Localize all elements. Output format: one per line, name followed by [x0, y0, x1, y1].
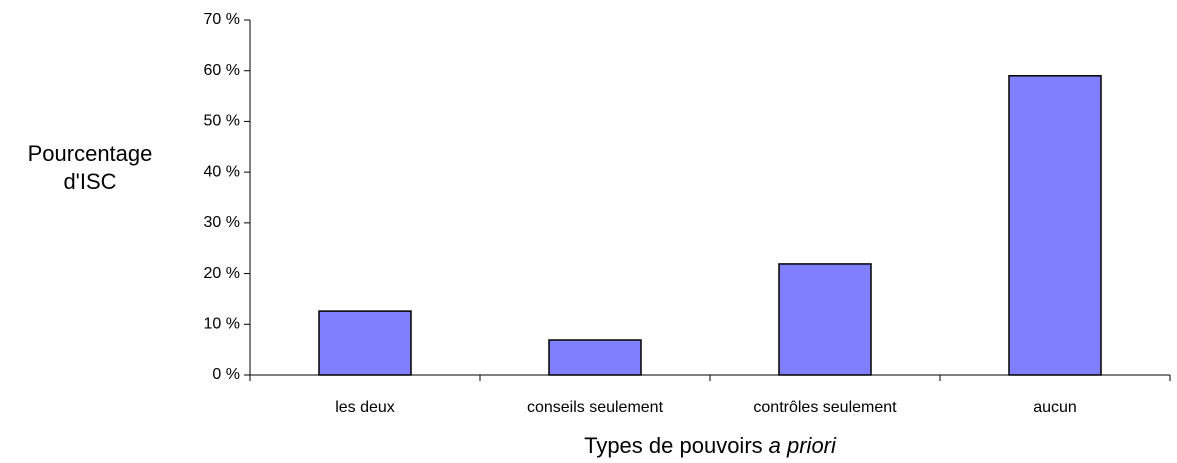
y-tick-label: 30 % — [204, 214, 240, 231]
bar — [548, 339, 642, 376]
x-axis-title-text: Types de pouvoirs — [584, 433, 763, 458]
bar — [318, 310, 412, 376]
y-tick-label: 60 % — [204, 62, 240, 79]
x-axis-title-italic: a priori — [769, 433, 837, 458]
y-axis-title: Pourcentage d'ISC — [27, 141, 153, 194]
bar — [1008, 75, 1102, 376]
x-tick-label: aucun — [1033, 399, 1077, 416]
x-tick-label: les deux — [335, 399, 395, 416]
y-tick-label: 70 % — [204, 11, 240, 28]
x-tick-label: conseils seulement — [527, 399, 664, 416]
bar — [778, 263, 872, 376]
y-tick-label: 40 % — [204, 163, 240, 180]
x-tick-label: contrôles seulement — [753, 399, 897, 416]
x-axis-title: Types de pouvoirs a priori — [584, 433, 837, 458]
y-tick-label: 0 % — [212, 366, 240, 383]
y-tick-label: 50 % — [204, 113, 240, 130]
y-tick-label: 10 % — [204, 316, 240, 333]
y-tick-label: 20 % — [204, 265, 240, 282]
